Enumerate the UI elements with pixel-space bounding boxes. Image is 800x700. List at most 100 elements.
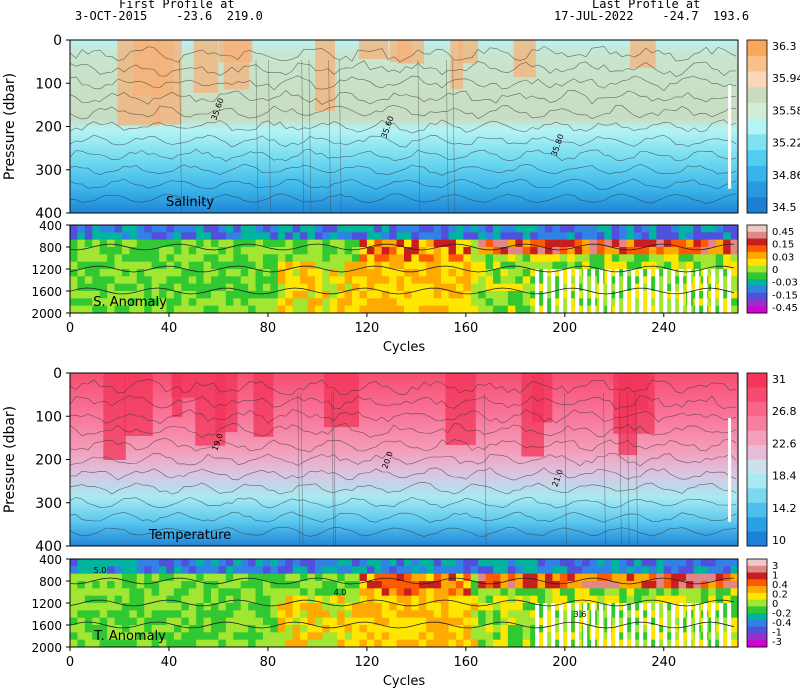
anomaly-cell — [507, 232, 516, 241]
anomaly-cell — [552, 298, 561, 307]
anomaly-cell — [285, 225, 294, 233]
anomaly-cell — [552, 625, 561, 633]
anomaly-cell — [730, 632, 739, 641]
anomaly-cell — [248, 305, 257, 314]
anomaly-cell — [136, 617, 145, 626]
anomaly-cell — [448, 581, 457, 589]
anomaly-cell — [441, 559, 450, 567]
anomaly-cell — [359, 247, 368, 255]
anomaly-cell — [366, 305, 375, 314]
anomaly-cell — [715, 595, 724, 604]
colorbar-tick-label: 10 — [772, 534, 786, 547]
missing-stripe — [535, 269, 540, 313]
anomaly-cell — [70, 298, 78, 307]
anomaly-cell — [500, 639, 509, 648]
anomaly-cell — [567, 225, 576, 233]
anomaly-cell — [648, 261, 657, 270]
anomaly-cell — [626, 269, 635, 277]
anomaly-cell — [366, 269, 375, 277]
anomaly-cell — [470, 603, 479, 611]
anomaly-cell — [730, 573, 739, 582]
anomaly-cell — [136, 232, 145, 241]
anomaly-cell — [641, 225, 650, 233]
anomaly-cell — [381, 639, 390, 648]
anomaly-cell — [255, 269, 264, 277]
anomaly-cell — [107, 232, 116, 241]
anomaly-cell — [322, 632, 331, 641]
anomaly-cell — [426, 595, 435, 604]
anomaly-cell — [619, 588, 628, 597]
anomaly-cell — [248, 617, 257, 626]
anomaly-cell — [656, 610, 665, 619]
anomaly-cell — [411, 254, 420, 263]
anomaly-cell — [374, 225, 383, 233]
anomaly-cell — [448, 298, 457, 307]
contour-line — [69, 178, 737, 190]
anomaly-cell — [188, 595, 197, 604]
anomaly-cell — [404, 254, 412, 263]
anomaly-cell — [448, 269, 457, 277]
anomaly-cell — [300, 291, 309, 299]
anomaly-cell — [404, 225, 412, 233]
anomaly-cell — [84, 261, 93, 270]
anomaly-cell — [663, 588, 672, 597]
anomaly-cell — [314, 595, 323, 604]
anomaly-cell — [285, 573, 294, 582]
anomaly-cell — [366, 247, 375, 255]
anomaly-cell — [70, 625, 78, 633]
anomaly-cell — [589, 254, 598, 263]
anomaly-cell — [374, 276, 383, 285]
anomaly-cell — [292, 225, 301, 233]
colorbar-swatch — [747, 225, 767, 233]
anomaly-cell — [151, 276, 160, 285]
anomaly-cell — [478, 291, 487, 299]
anomaly-cell — [352, 232, 360, 241]
anomaly-cell — [136, 625, 145, 633]
anomaly-cell — [381, 566, 390, 575]
anomaly-cell — [292, 566, 301, 575]
anomaly-cell — [114, 595, 123, 604]
anomaly-cell — [730, 247, 739, 255]
anomaly-cell — [99, 225, 108, 233]
anomaly-cell — [159, 588, 167, 597]
anomaly-cell — [344, 617, 353, 626]
anomaly-cell — [285, 639, 294, 648]
anomaly-cell — [596, 588, 605, 597]
anomaly-cell — [634, 559, 643, 567]
anomaly-cell — [203, 566, 212, 575]
anomaly-cell — [99, 269, 108, 277]
anomaly-cell — [277, 225, 286, 233]
anomaly-cell — [530, 603, 539, 611]
anomaly-cell — [144, 639, 153, 648]
colorbar-tick-label: -0.03 — [772, 278, 798, 289]
anomaly-cell — [708, 239, 717, 248]
anomaly-cell — [173, 639, 182, 648]
anomaly-cell — [545, 588, 553, 597]
anomaly-cell — [463, 247, 472, 255]
anomaly-cell — [114, 225, 123, 233]
anomaly-cell — [507, 239, 516, 248]
anomaly-cell — [663, 298, 672, 307]
anomaly-cell — [121, 625, 130, 633]
anomaly-cell — [381, 283, 390, 292]
anomaly-cell — [485, 261, 494, 270]
anomaly-cell — [641, 559, 650, 567]
anomaly-cell — [404, 559, 412, 567]
anomaly-cell — [507, 617, 516, 626]
anomaly-cell — [218, 603, 227, 611]
anomaly-cell — [611, 247, 620, 255]
anomaly-cell — [567, 239, 576, 248]
anomaly-cell — [470, 232, 479, 241]
anomaly-cell — [70, 588, 78, 597]
anomaly-cell — [641, 269, 650, 277]
anomaly-cell — [574, 559, 583, 567]
anomaly-cell — [337, 566, 346, 575]
anomaly-cell — [530, 639, 539, 648]
anomaly-cell — [166, 247, 175, 255]
anomaly-cell — [196, 559, 205, 567]
anomaly-cell — [188, 639, 197, 648]
anomaly-cell — [99, 254, 108, 263]
anomaly-cell — [248, 625, 257, 633]
anomaly-cell — [77, 225, 86, 233]
anomaly-cell — [225, 566, 234, 575]
